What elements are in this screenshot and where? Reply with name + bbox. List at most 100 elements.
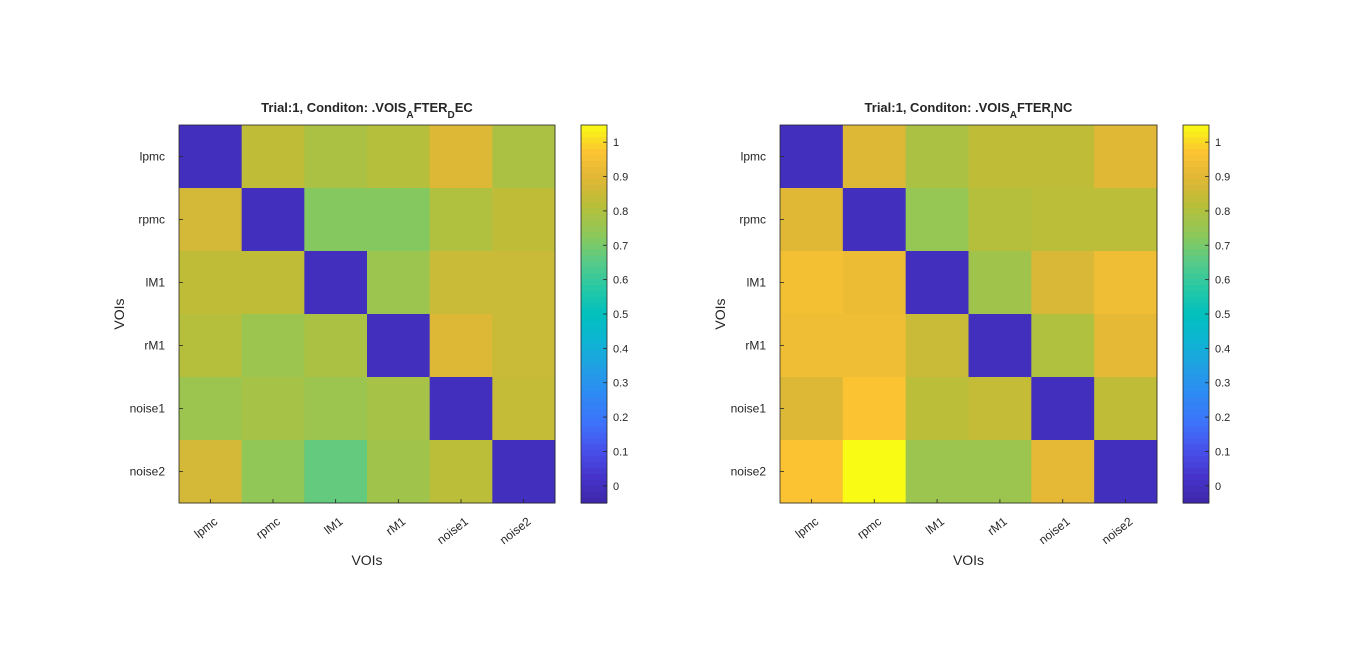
colorbar-segment [581, 272, 607, 280]
colorbar-segment [581, 125, 607, 132]
colorbar-segment [581, 178, 607, 185]
x-tick-label: lM1 [322, 514, 346, 537]
colorbar-segment [581, 367, 607, 374]
heatmap-cell [429, 125, 493, 189]
colorbar-segment [1183, 296, 1209, 303]
colorbar-tick-label: 0 [613, 481, 619, 493]
colorbar-segment [581, 414, 607, 421]
colorbar-segment [581, 438, 607, 445]
heatmap-cell [241, 314, 305, 378]
heatmap-cell [429, 251, 493, 315]
colorbar-segment [1183, 136, 1209, 144]
colorbar-segment [1183, 207, 1209, 215]
colorbar-segment [1183, 426, 1209, 433]
heatmap-cell [367, 440, 431, 504]
heatmap-cell [1094, 440, 1158, 504]
colorbar-segment [1183, 355, 1209, 362]
colorbar-segment [581, 331, 607, 339]
heatmap-panel-right: Trial:1, Conditon: .VOISAFTERINC lpmc rpmc… [712, 100, 1230, 568]
colorbar-segment [581, 455, 607, 463]
y-tick-label: noise1 [130, 402, 166, 416]
colorbar-segment [581, 302, 607, 309]
x-tick-label: lpmc [192, 514, 221, 541]
axes-box [178, 124, 556, 504]
colorbar-segment [1183, 125, 1209, 132]
heatmap-cell [241, 377, 305, 441]
chart-title-subscript: D [448, 110, 455, 121]
heatmap-cell [968, 251, 1032, 315]
heatmap-cell [842, 125, 907, 189]
heatmap-cell [179, 188, 243, 252]
colorbar-tick-label: 0.6 [1215, 275, 1230, 287]
colorbar-segment [1183, 284, 1209, 291]
colorbar-segment [1183, 189, 1209, 197]
colorbar-tick-label: 0.1 [1215, 446, 1230, 458]
colorbar-segment [581, 390, 607, 398]
heatmap-cell [1031, 377, 1095, 441]
heatmap-cell [241, 440, 305, 504]
heatmap-cell [367, 314, 431, 378]
colorbar-tick-label: 0.8 [1215, 206, 1230, 218]
colorbar-segment [1183, 443, 1209, 451]
colorbar-segment [581, 142, 607, 150]
colorbar-segment [581, 266, 607, 274]
colorbar-segment [581, 189, 607, 197]
colorbar-segment [1183, 479, 1209, 486]
chart-title-text: Trial:1, Conditon: .VOIS [261, 100, 407, 115]
heatmap-cell [429, 314, 493, 378]
colorbar-segment [581, 166, 607, 173]
heatmap-cell [492, 251, 556, 315]
heatmap-cell [367, 125, 431, 189]
colorbar-tick-label: 0.3 [613, 378, 628, 390]
heatmap-cell [304, 440, 368, 504]
heatmap-cell [241, 188, 305, 252]
colorbar-segment [1183, 337, 1209, 345]
colorbar-segment [1183, 497, 1209, 504]
x-axis-label: VOIs [351, 552, 382, 568]
heatmap-cell [1094, 125, 1158, 189]
heatmap-cell [1094, 188, 1158, 252]
heatmap-cell [905, 188, 969, 252]
colorbar-segment [1183, 142, 1209, 150]
axes-box [779, 124, 1158, 504]
colorbar-segment [1183, 231, 1209, 238]
colorbar-segment [581, 426, 607, 433]
colorbar-segment [581, 479, 607, 486]
heatmap-cell [842, 440, 907, 504]
heatmap-cell [1031, 125, 1095, 189]
chart-title-text: FTER [1017, 100, 1052, 115]
heatmap-cell [1031, 314, 1095, 378]
y-axis-label: VOIs [712, 298, 728, 329]
colorbar-segment [581, 136, 607, 144]
heatmap-cell [1094, 251, 1158, 315]
colorbar-segment [1183, 260, 1209, 268]
heatmap-cell [304, 125, 368, 189]
colorbar-tick-label: 0.1 [613, 446, 628, 458]
heatmap-cell [1031, 251, 1095, 315]
x-axis-label: VOIs [953, 552, 984, 568]
heatmap-cell [780, 125, 844, 189]
colorbar-segment [581, 467, 607, 475]
colorbar-segment [1183, 308, 1209, 315]
colorbar-segment [581, 485, 607, 492]
heatmap-cell [367, 251, 431, 315]
colorbar-segment [581, 491, 607, 498]
colorbar-segment [1183, 461, 1209, 469]
colorbar-segment [581, 473, 607, 480]
colorbar-segment [1183, 266, 1209, 274]
colorbar-segment [581, 349, 607, 356]
colorbar-segment [581, 290, 607, 297]
colorbar: 0 0.1 0.2 0.3 0.4 0.5 0.6 0.7 0.8 0.9 1 [580, 124, 628, 504]
colorbar-tick-label: 0.4 [1215, 343, 1230, 355]
colorbar-segment [581, 160, 607, 167]
x-tick-label: rM1 [985, 514, 1010, 538]
colorbar-segment [1183, 302, 1209, 309]
heatmap-cell [842, 314, 907, 378]
chart-title: Trial:1, Conditon: .VOISAFTERINC [865, 100, 1074, 121]
colorbar-segment [1183, 201, 1209, 209]
colorbar-segment [1183, 438, 1209, 445]
colorbar-segment [581, 408, 607, 416]
heatmap-cell [905, 251, 969, 315]
chart-title-text: Trial:1, Conditon: .VOIS [865, 100, 1011, 115]
colorbar-segment [581, 325, 607, 333]
